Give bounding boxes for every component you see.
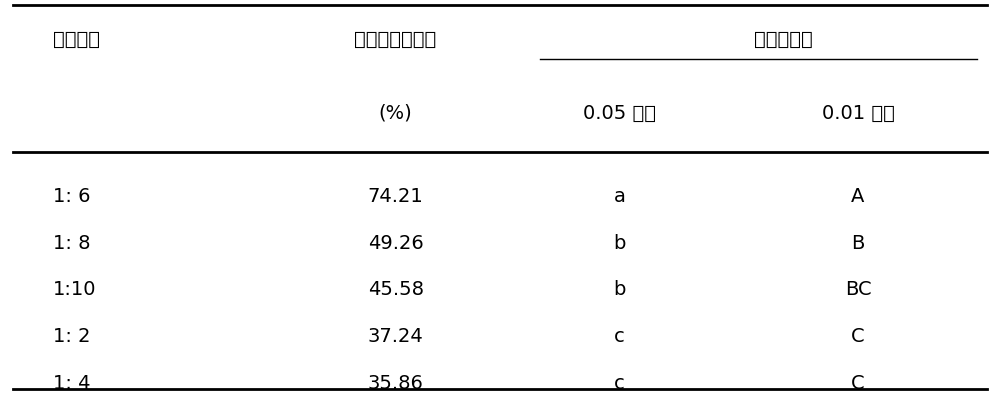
Text: c: c: [614, 327, 625, 346]
Text: 泡沫最终降解率: 泡沫最终降解率: [354, 30, 437, 49]
Text: 0.05 水平: 0.05 水平: [583, 104, 656, 123]
Text: 1:10: 1:10: [53, 280, 96, 299]
Text: BC: BC: [845, 280, 871, 299]
Text: 37.24: 37.24: [368, 327, 423, 346]
Text: 饲料配比: 饲料配比: [53, 30, 100, 49]
Text: 0.01 水平: 0.01 水平: [822, 104, 894, 123]
Text: a: a: [613, 187, 625, 206]
Text: 1: 2: 1: 2: [53, 327, 90, 346]
Text: b: b: [613, 280, 626, 299]
Text: 差异显著性: 差异显著性: [754, 30, 813, 49]
Text: 49.26: 49.26: [368, 234, 423, 253]
Text: b: b: [613, 234, 626, 253]
Text: 35.86: 35.86: [368, 374, 424, 393]
Text: c: c: [614, 374, 625, 393]
Text: B: B: [851, 234, 865, 253]
Text: 1: 6: 1: 6: [53, 187, 90, 206]
Text: 1: 8: 1: 8: [53, 234, 90, 253]
Text: 1: 4: 1: 4: [53, 374, 90, 393]
Text: (%): (%): [379, 104, 412, 123]
Text: 74.21: 74.21: [368, 187, 423, 206]
Text: C: C: [851, 374, 865, 393]
Text: A: A: [851, 187, 865, 206]
Text: 45.58: 45.58: [368, 280, 424, 299]
Text: C: C: [851, 327, 865, 346]
